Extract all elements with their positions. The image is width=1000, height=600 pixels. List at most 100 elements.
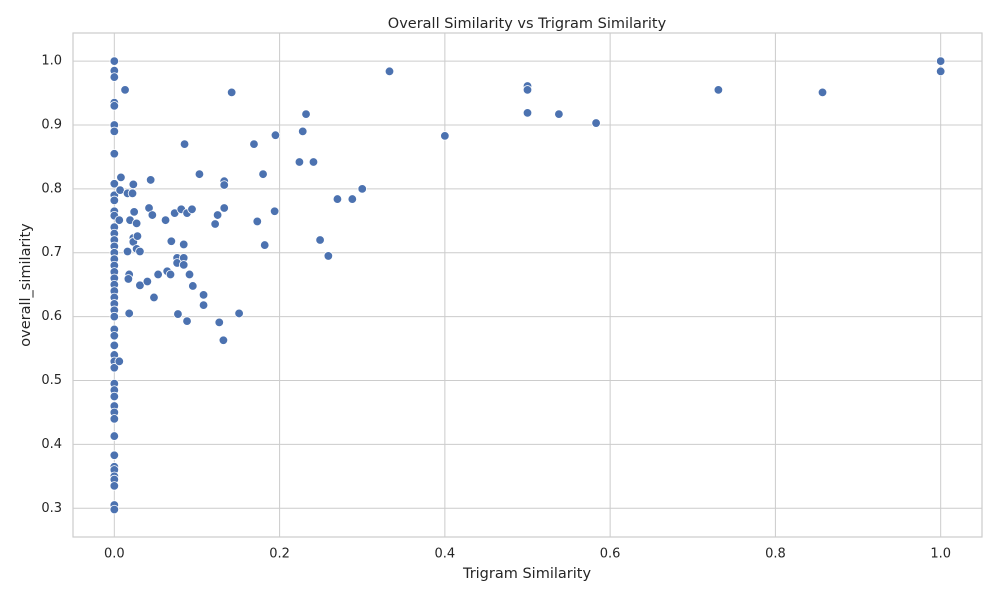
point xyxy=(109,179,120,189)
point xyxy=(226,87,237,98)
point xyxy=(128,179,139,190)
point xyxy=(109,72,120,82)
point xyxy=(713,85,724,95)
point xyxy=(308,157,319,167)
point xyxy=(129,207,139,217)
y-tick-label: 0.9 xyxy=(41,117,62,132)
point xyxy=(160,215,171,225)
point xyxy=(109,126,120,137)
x-tick-label: 0.4 xyxy=(435,547,456,562)
point xyxy=(315,235,325,245)
point xyxy=(935,56,946,66)
x-tick-label: 0.6 xyxy=(600,547,621,562)
point xyxy=(522,85,533,95)
point xyxy=(153,269,163,280)
x-tick-label: 0.2 xyxy=(269,547,290,562)
point xyxy=(109,481,120,491)
point xyxy=(120,85,130,95)
point xyxy=(122,246,133,257)
point xyxy=(109,149,120,159)
point xyxy=(182,316,192,326)
point xyxy=(116,172,126,183)
x-axis-label: Trigram Similarity xyxy=(462,566,591,582)
point xyxy=(252,216,262,227)
point xyxy=(147,210,158,220)
point xyxy=(109,363,120,373)
point xyxy=(135,280,145,291)
point xyxy=(187,204,197,215)
point xyxy=(165,269,176,280)
point xyxy=(124,308,134,319)
point xyxy=(198,290,209,300)
point xyxy=(109,195,120,206)
point xyxy=(260,240,270,250)
point xyxy=(270,130,281,140)
point xyxy=(298,126,308,137)
chart-title: Overall Similarity vs Trigram Similarity xyxy=(388,16,667,32)
point xyxy=(123,274,134,284)
point xyxy=(109,450,120,460)
point xyxy=(131,218,142,229)
y-tick-label: 0.5 xyxy=(41,373,62,388)
point xyxy=(109,56,120,66)
point xyxy=(109,391,120,402)
point xyxy=(145,175,156,185)
y-tick-label: 1.0 xyxy=(41,54,62,69)
point xyxy=(522,108,533,118)
point xyxy=(234,308,244,319)
point xyxy=(179,260,189,270)
y-tick-label: 0.8 xyxy=(41,181,62,196)
point xyxy=(188,281,198,291)
point xyxy=(591,118,601,128)
x-tick-label: 1.0 xyxy=(930,547,951,562)
point xyxy=(301,109,311,119)
point xyxy=(179,239,189,250)
point xyxy=(210,219,220,229)
x-tick-label: 0.8 xyxy=(765,547,786,562)
point xyxy=(142,276,153,287)
point xyxy=(127,188,138,199)
point xyxy=(294,157,305,167)
point xyxy=(166,236,177,246)
point xyxy=(109,431,120,441)
y-axis-label: overall_similarity xyxy=(18,223,34,347)
point xyxy=(323,251,334,261)
point xyxy=(109,331,120,341)
point xyxy=(109,311,120,322)
point xyxy=(109,504,120,515)
point xyxy=(149,292,159,303)
point xyxy=(198,300,209,310)
point xyxy=(332,194,343,204)
point xyxy=(179,139,190,149)
point xyxy=(173,309,183,319)
plot-frame xyxy=(72,32,983,538)
point xyxy=(817,87,828,98)
point xyxy=(384,66,395,77)
point xyxy=(440,131,450,141)
point xyxy=(184,269,195,280)
point xyxy=(218,335,229,345)
point xyxy=(347,194,358,204)
y-tick-label: 0.7 xyxy=(41,245,62,260)
point xyxy=(109,414,120,424)
point xyxy=(114,356,124,367)
point xyxy=(109,101,120,111)
point xyxy=(249,139,259,149)
point xyxy=(212,210,223,220)
point xyxy=(132,231,143,241)
point xyxy=(194,169,205,179)
point xyxy=(258,169,268,179)
x-tick-label: 0.0 xyxy=(104,547,125,562)
point xyxy=(109,340,120,351)
y-tick-label: 0.4 xyxy=(41,437,62,452)
point xyxy=(214,317,224,328)
point xyxy=(114,215,124,225)
point xyxy=(219,180,229,190)
point xyxy=(219,203,229,213)
y-tick-label: 0.3 xyxy=(41,501,62,516)
point xyxy=(135,246,145,257)
point xyxy=(935,66,946,77)
